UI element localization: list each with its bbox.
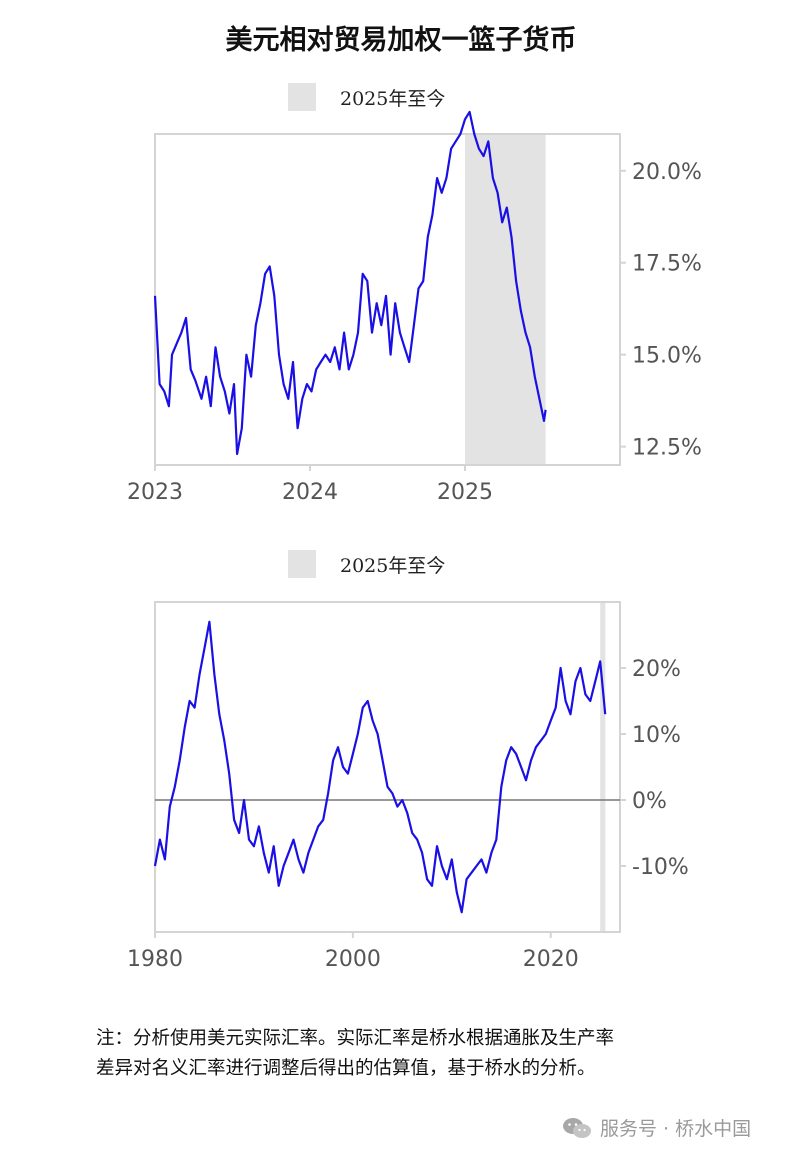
page-title: 美元相对贸易加权一篮子货币 — [225, 25, 577, 56]
chart2-x-tick-label: 1980 — [127, 947, 183, 972]
chart2-series-line-0 — [153, 620, 607, 914]
chart1-legend-label: 2025年至今 — [340, 87, 446, 110]
chart1-series-line-0 — [153, 110, 547, 456]
chart2-y-tick-label: -10% — [632, 855, 689, 880]
chart1-y-tick-label: 12.5% — [632, 436, 702, 461]
footnote: 注：分析使用美元实际汇率。实际汇率是桥水根据通胀及生产率 差异对名义汇率进行调整… — [96, 1024, 736, 1084]
chart1-legend-swatch — [288, 83, 316, 111]
chart2-y-tick-label: 10% — [632, 723, 681, 748]
chart2-legend: 2025年至今 — [288, 550, 445, 578]
chart2-x-tick-label: 2020 — [523, 947, 579, 972]
chart2-legend-swatch — [288, 550, 316, 578]
wechat-icon — [563, 1117, 591, 1138]
chart2-plot-frame — [154, 601, 621, 933]
chart-1980-2025: 1980 2000 2020 -10% 0% 10% 20% — [127, 601, 689, 972]
chart2-y-tick-label: 0% — [632, 789, 667, 814]
chart-2023-2025: 2023 2024 2025 12.5% 15.0% 17.5% 20.0% — [127, 110, 702, 505]
chart1-y-tick-label: 20.0% — [632, 160, 702, 185]
chart1-x-tick-label: 2024 — [282, 480, 338, 505]
watermark-text: 服务号 · 桥水中国 — [600, 1118, 752, 1140]
chart2-y-tick-label: 20% — [632, 657, 681, 682]
chart1-y-tick-label: 15.0% — [632, 344, 702, 369]
chart2-shaded-region — [600, 602, 606, 932]
chart1-legend: 2025年至今 — [288, 83, 445, 111]
chart2-legend-label: 2025年至今 — [340, 554, 446, 577]
chart1-x-tick-label: 2023 — [127, 480, 183, 505]
chart1-y-tick-label: 17.5% — [632, 252, 702, 277]
watermark: 服务号 · 桥水中国 — [562, 1114, 751, 1141]
footnote-line-2: 差异对名义汇率进行调整后得出的估算值，基于桥水的分析。 — [96, 1058, 596, 1079]
footnote-line-1: 注：分析使用美元实际汇率。实际汇率是桥水根据通胀及生产率 — [96, 1028, 615, 1049]
chart2-x-tick-label: 2000 — [325, 947, 381, 972]
chart1-x-tick-label: 2025 — [437, 480, 493, 505]
chart1-shaded-region — [465, 134, 546, 465]
